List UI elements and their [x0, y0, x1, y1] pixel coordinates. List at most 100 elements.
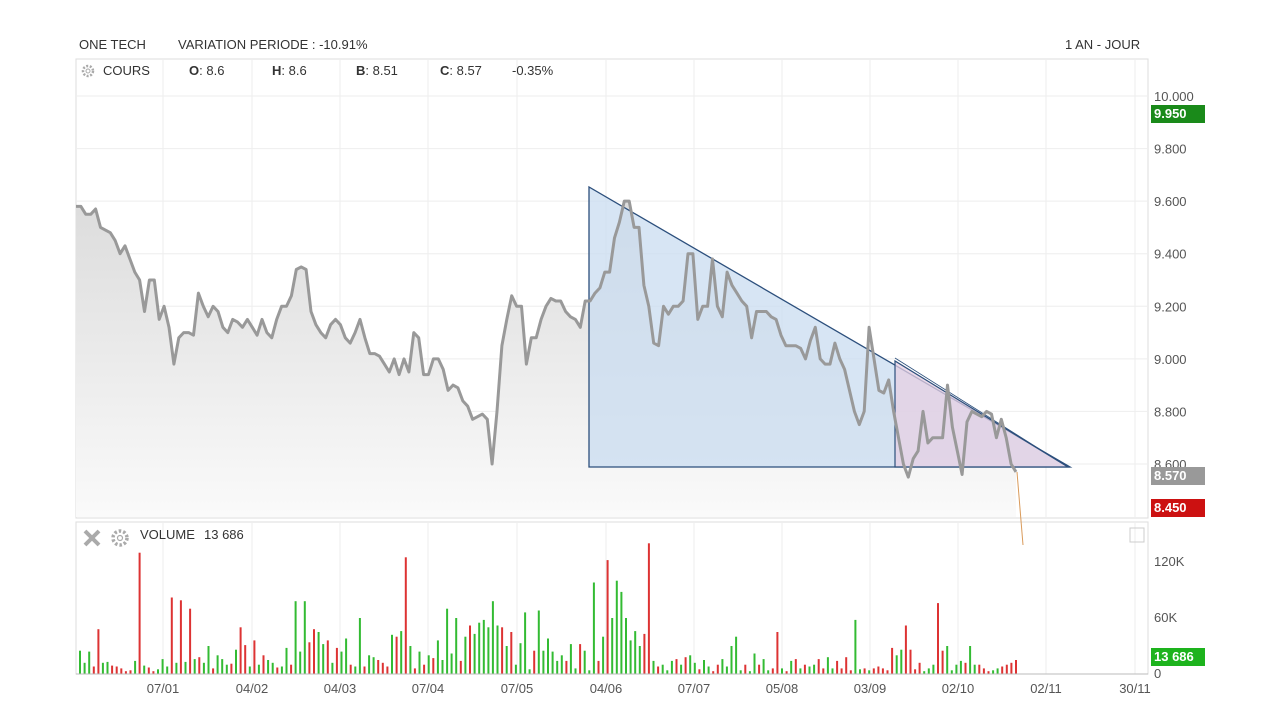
maximize-box-icon[interactable] — [1129, 527, 1145, 543]
volume-bar — [657, 666, 660, 674]
volume-bar — [221, 659, 224, 674]
volume-bar — [904, 625, 907, 674]
volume-bar — [597, 660, 600, 674]
price-tick-label: 9.400 — [1154, 247, 1187, 262]
volume-bar — [725, 666, 728, 674]
volume-bar — [574, 668, 577, 674]
period-selector[interactable]: 1 AN - JOUR — [1065, 37, 1141, 52]
volume-bar — [859, 669, 861, 674]
volume-bar — [157, 669, 159, 674]
volume-bar — [1015, 660, 1017, 674]
volume-bar — [147, 667, 150, 674]
volume-bar — [524, 612, 527, 674]
volume-bar — [533, 650, 536, 674]
volume-bar — [670, 660, 673, 674]
volume-bar — [363, 666, 366, 674]
volume-bar — [501, 627, 504, 674]
volume-bar — [372, 657, 375, 674]
x-tick-label: 07/07 — [678, 681, 711, 696]
volume-badge: 13 686 — [1151, 648, 1205, 666]
volume-bar — [799, 668, 802, 674]
volume-bar — [469, 625, 471, 674]
volume-bar — [166, 666, 169, 674]
volume-bar — [588, 670, 591, 674]
volume-bar — [299, 651, 302, 674]
volume-bar — [478, 622, 481, 674]
volume-bar — [257, 664, 260, 674]
volume-bar — [712, 671, 715, 674]
x-tick-label: 03/09 — [854, 681, 887, 696]
settings-gear-icon[interactable] — [81, 64, 95, 78]
volume-bar — [193, 659, 196, 674]
volume-bar — [547, 638, 549, 674]
volume-bar — [446, 608, 449, 674]
volume-bar — [680, 664, 683, 674]
volume-bar — [886, 670, 889, 674]
volume-bar — [973, 664, 976, 674]
volume-bar — [560, 655, 563, 674]
close-icon[interactable] — [83, 529, 101, 547]
volume-bar — [161, 659, 164, 674]
volume-bar — [528, 669, 531, 674]
volume-bar — [583, 650, 586, 674]
volume-bar — [611, 618, 614, 674]
volume-bar — [872, 668, 875, 674]
volume-bar — [579, 644, 582, 674]
x-tick-label: 07/01 — [147, 681, 180, 696]
x-tick-label: 30/11 — [1119, 681, 1151, 696]
volume-bar — [106, 661, 109, 674]
x-tick-label: 05/08 — [766, 681, 799, 696]
price-tick-label: 8.800 — [1154, 404, 1187, 419]
volume-bar — [735, 636, 738, 674]
volume-bar — [918, 662, 921, 674]
volume-bar — [831, 668, 834, 674]
volume-bar — [111, 665, 114, 674]
volume-bar — [326, 640, 329, 674]
x-tick-label: 04/02 — [236, 681, 269, 696]
volume-bar — [565, 660, 568, 674]
volume-bar — [253, 640, 256, 674]
volume-bar — [225, 664, 228, 674]
volume-bar — [294, 601, 297, 674]
volume-bar — [88, 651, 91, 674]
volume-bar — [198, 657, 201, 674]
volume-bar — [638, 646, 641, 674]
volume-gear-icon[interactable] — [111, 529, 129, 547]
y-axis-ticks: 10.0009.8009.6009.4009.2009.0008.8008.60… — [1154, 89, 1194, 681]
price-tick-label: 9.000 — [1154, 352, 1187, 367]
volume-bar — [179, 600, 182, 674]
volume-bar — [519, 643, 522, 674]
volume-bar — [239, 627, 242, 674]
volume-bar — [317, 632, 320, 674]
volume-bar — [368, 655, 371, 674]
volume-bar — [303, 601, 306, 674]
volume-bar — [969, 646, 972, 674]
volume-bar — [404, 557, 407, 674]
x-tick-label: 07/05 — [501, 681, 534, 696]
volume-bar — [496, 625, 499, 674]
volume-bar — [427, 655, 430, 674]
volume-bar — [381, 662, 384, 674]
volume-bar — [625, 618, 627, 674]
volume-bar — [175, 662, 178, 674]
volume-bar — [689, 655, 692, 674]
x-tick-label: 07/04 — [412, 681, 445, 696]
volume-bar — [345, 638, 348, 674]
volume-bar — [840, 668, 843, 674]
volume-bar — [482, 619, 485, 674]
volume-bar — [285, 647, 288, 674]
volume-bar — [826, 657, 829, 674]
volume-bar — [881, 668, 884, 674]
volume-bar — [817, 659, 820, 674]
change-value: -0.35% — [512, 63, 554, 78]
volume-bar — [877, 666, 880, 674]
volume-tick-label: 0 — [1154, 666, 1161, 681]
volume-bar — [308, 642, 311, 674]
volume-bar — [703, 660, 705, 674]
high-value: H: 8.6 — [272, 63, 307, 78]
volume-bar — [143, 665, 146, 674]
volume-bar — [138, 552, 141, 674]
volume-bar — [863, 668, 866, 674]
volume-bar — [721, 659, 724, 674]
